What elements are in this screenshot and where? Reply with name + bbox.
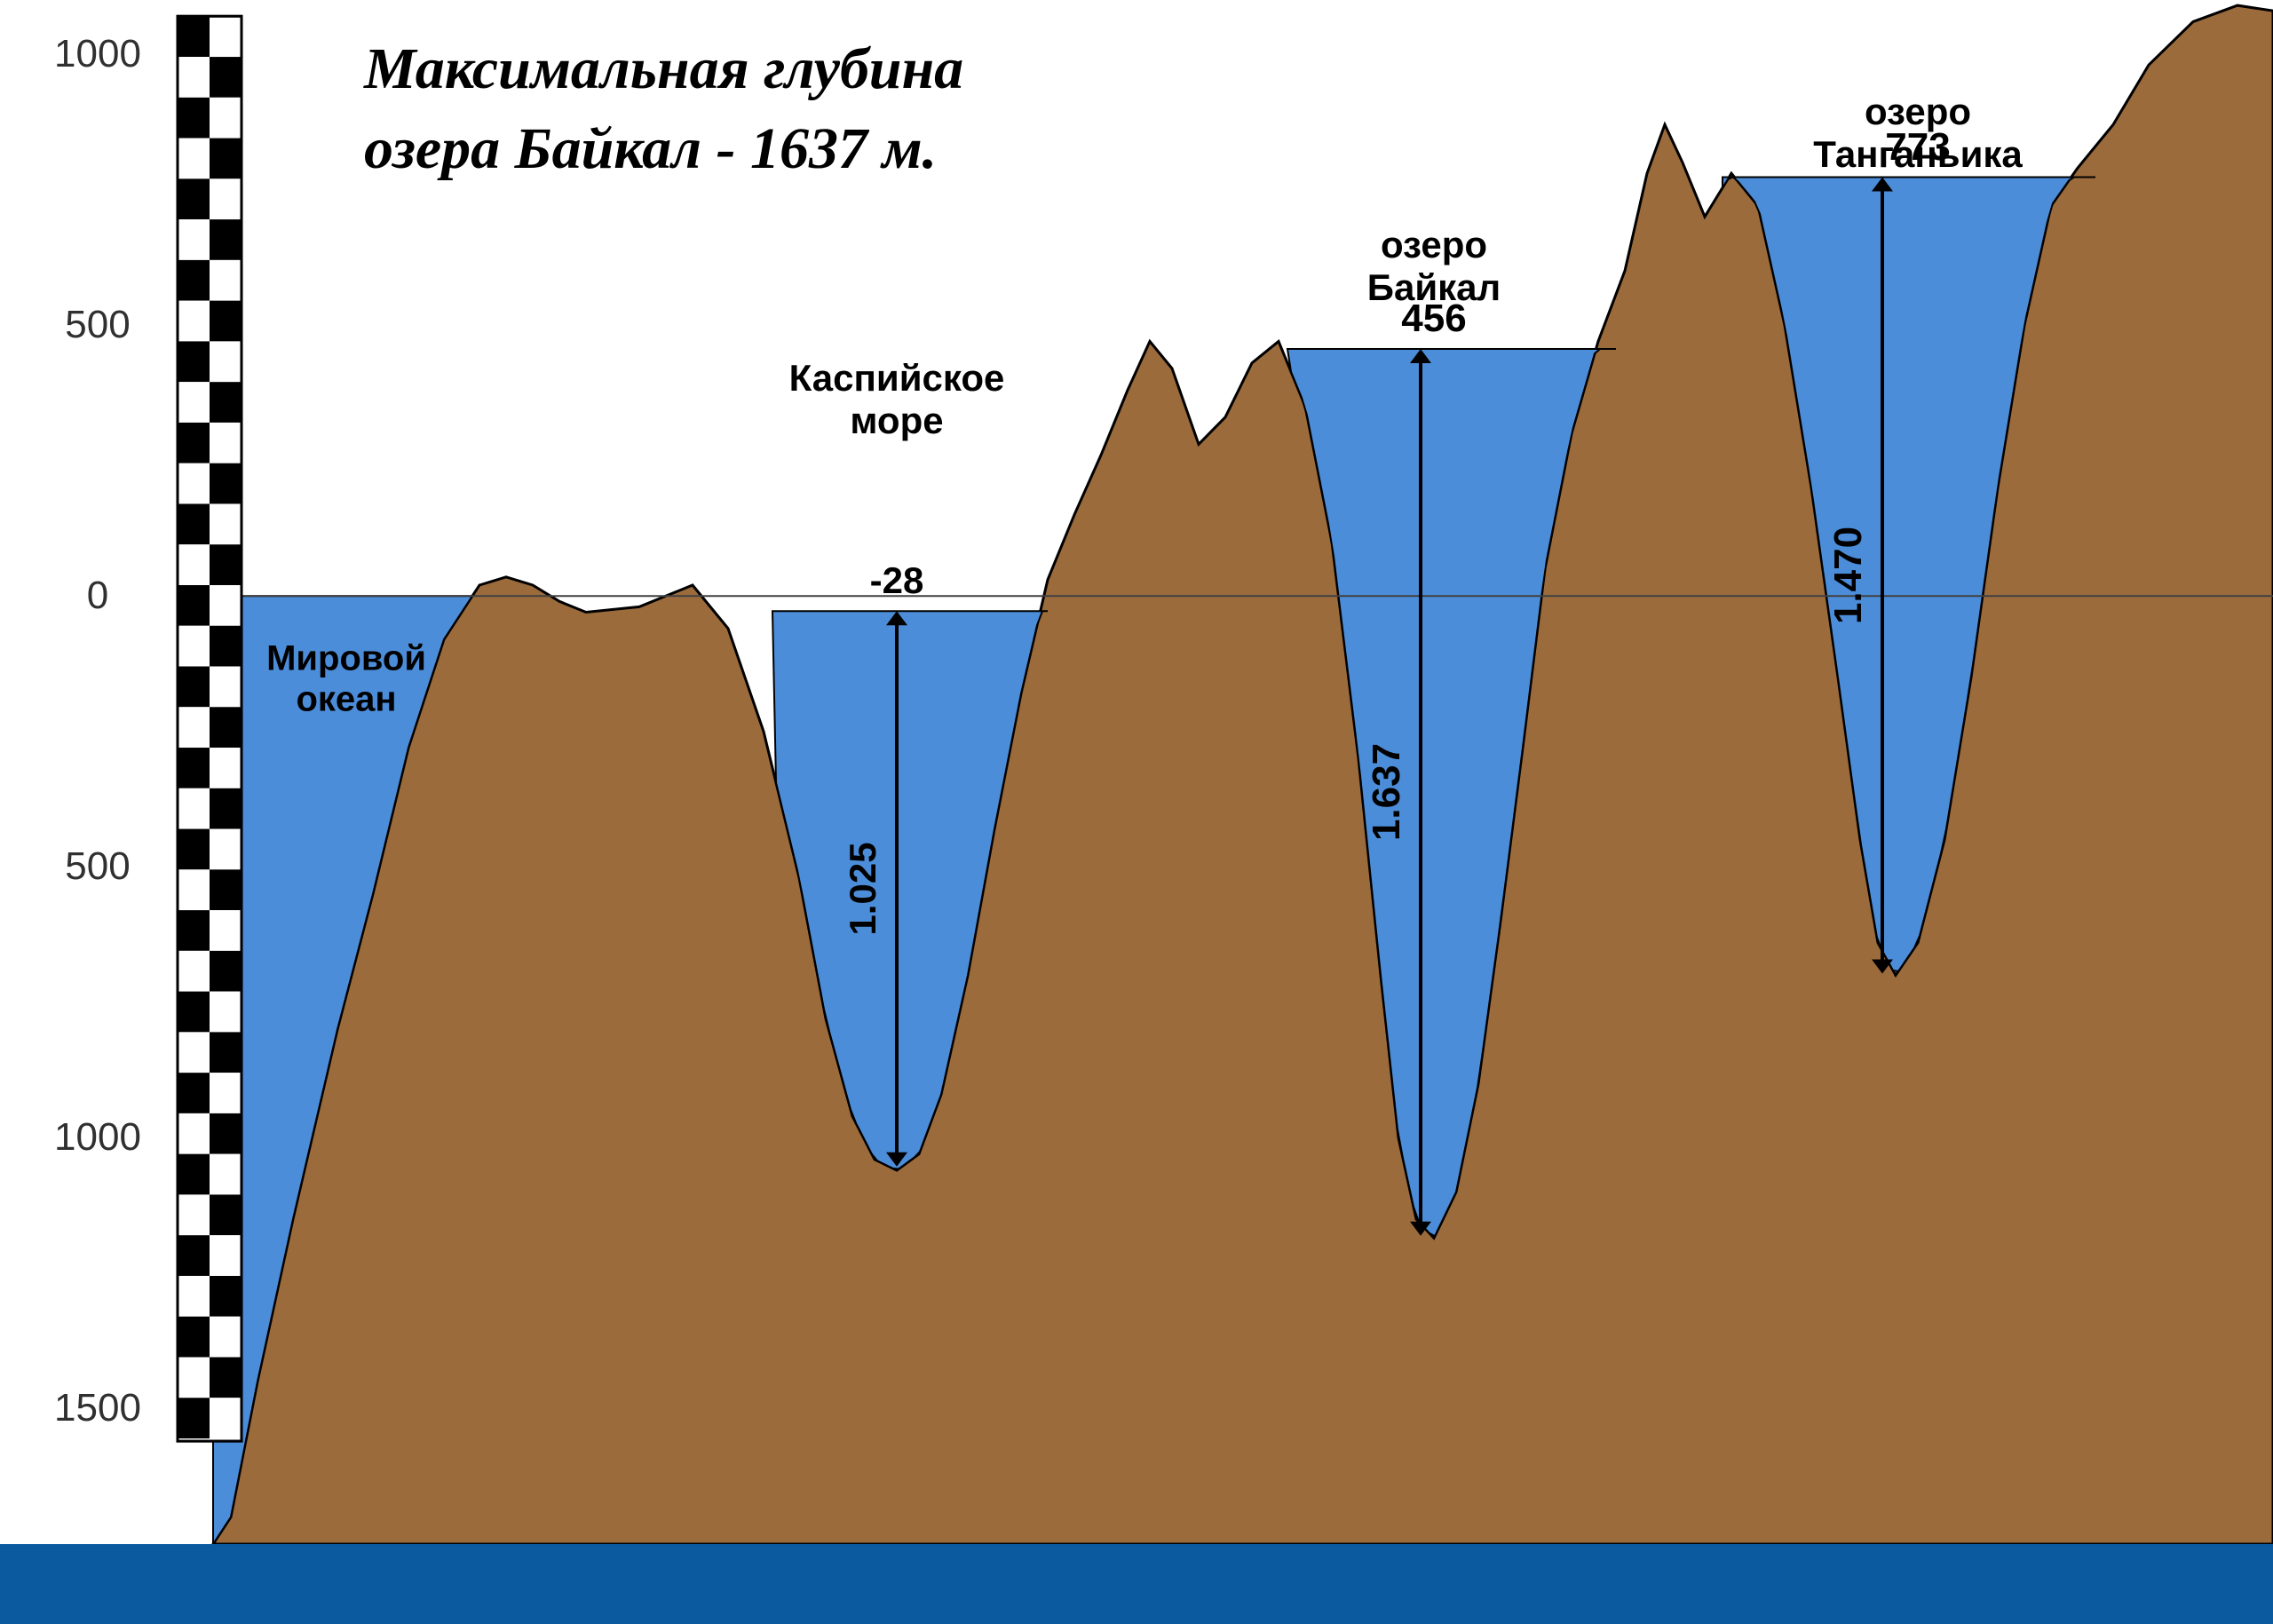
surface-value-caspian: -28 bbox=[870, 559, 924, 602]
axis-tick-label: 1000 bbox=[54, 32, 141, 76]
surface-value-baikal: 456 bbox=[1401, 297, 1466, 341]
body-name-baikal: озеро bbox=[1381, 224, 1487, 266]
body-name-ocean: Мировой bbox=[266, 639, 426, 679]
lake-depth-diagram: 1000 500 0 500 1000 1500 Максимальная глубина о… bbox=[0, 0, 2273, 1624]
body-name-caspian: море bbox=[850, 400, 943, 442]
footer-band bbox=[0, 1544, 2273, 1624]
title-line-1: Максимальная глубина bbox=[364, 36, 963, 103]
axis-tick-label: 1000 bbox=[54, 1115, 141, 1160]
depth-value-caspian: 1.025 bbox=[842, 842, 884, 935]
depth-value-baikal: 1.637 bbox=[1365, 743, 1409, 841]
body-name-caspian: Каспийское bbox=[789, 357, 1005, 400]
depth-value-tanganyika: 1.470 bbox=[1826, 527, 1871, 624]
surface-value-tanganyika: 773 bbox=[1885, 125, 1950, 170]
axis-tick-label: 500 bbox=[65, 844, 130, 889]
axis-tick-label: 1500 bbox=[54, 1386, 141, 1430]
title-line-2: озера Байкал - 1637 м. bbox=[364, 115, 937, 183]
body-name-ocean: океан bbox=[296, 680, 396, 720]
axis-tick-label: 500 bbox=[65, 303, 130, 347]
diagram-svg bbox=[0, 0, 2273, 1624]
axis-tick-label: 0 bbox=[87, 574, 108, 618]
